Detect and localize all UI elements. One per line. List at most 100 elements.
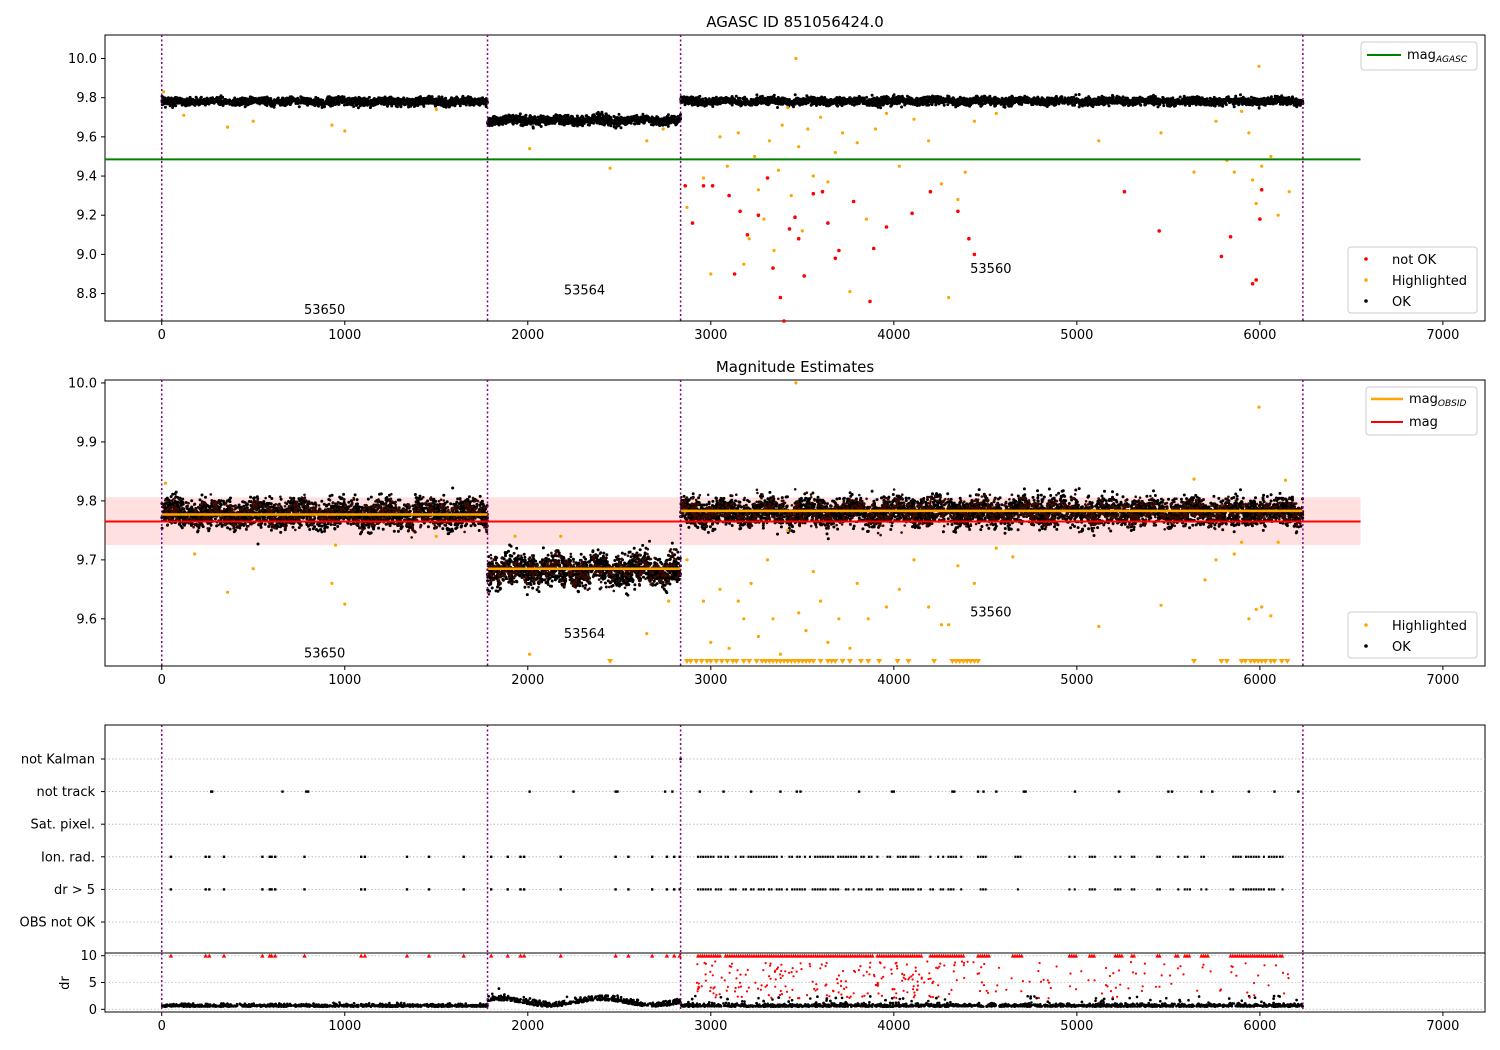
ok-point	[565, 114, 569, 118]
ok-point	[619, 126, 623, 130]
ok-point	[333, 101, 337, 105]
ok-point	[421, 97, 425, 100]
ok-point	[497, 116, 501, 120]
ok-point	[393, 97, 397, 101]
ok-point	[169, 102, 173, 106]
ok-point	[669, 118, 673, 122]
panel-background	[104, 34, 1486, 322]
ok-point	[563, 121, 567, 125]
ok-point	[520, 121, 524, 125]
ok-point	[177, 101, 180, 105]
ok-point	[261, 99, 265, 103]
ok-point	[538, 119, 542, 123]
ok-point	[461, 95, 465, 99]
ok-points	[160, 93, 1305, 130]
ok-point	[218, 103, 222, 106]
ok-point	[641, 112, 645, 116]
ok-point	[414, 96, 418, 100]
ok-point	[367, 95, 371, 99]
ok-point	[633, 122, 637, 126]
ok-point	[460, 100, 464, 104]
ok-point	[644, 118, 648, 122]
ok-point	[354, 97, 358, 100]
ok-point	[490, 124, 494, 127]
ok-point	[428, 98, 432, 102]
ok-point	[517, 117, 521, 121]
ok-point	[661, 121, 665, 124]
ok-point	[163, 99, 166, 102]
ok-point	[541, 116, 545, 120]
ok-point	[198, 101, 202, 105]
ok-point	[288, 102, 292, 106]
ok-point	[464, 101, 467, 105]
ok-point	[417, 102, 421, 106]
ok-point	[271, 101, 275, 105]
ok-point	[551, 121, 555, 125]
ok-point	[530, 118, 534, 122]
ok-point	[636, 115, 640, 119]
ok-point	[603, 117, 607, 121]
ok-point	[220, 99, 223, 103]
ok-point	[430, 101, 434, 105]
ok-point	[647, 118, 651, 122]
ok-point	[339, 98, 342, 102]
ok-point	[512, 114, 516, 118]
ok-point	[438, 97, 442, 101]
ok-point	[482, 98, 485, 102]
ok-point	[163, 105, 167, 109]
ok-point	[644, 114, 648, 118]
ok-point	[536, 115, 540, 119]
ok-point	[285, 96, 289, 100]
ok-point	[304, 98, 307, 102]
ok-point	[422, 104, 426, 108]
ok-point	[473, 102, 477, 105]
ok-point	[531, 121, 535, 125]
ok-point	[560, 120, 563, 124]
ok-point	[576, 119, 580, 122]
ok-point	[420, 99, 424, 103]
ok-point	[326, 102, 330, 106]
ok-point	[533, 115, 537, 119]
ok-point	[541, 120, 545, 124]
ok-point	[1074, 93, 1078, 97]
ok-point	[382, 99, 386, 103]
ok-point	[326, 95, 330, 99]
ok-point	[600, 113, 604, 117]
ok-point	[240, 96, 244, 100]
ok-point	[369, 104, 373, 108]
ok-point	[189, 100, 193, 104]
ok-point	[343, 103, 346, 107]
ok-point	[569, 117, 573, 121]
ok-point	[307, 102, 311, 106]
ok-point	[389, 95, 393, 99]
ok-point	[467, 98, 471, 102]
ok-point	[252, 99, 256, 103]
ok-point	[349, 103, 353, 107]
ok-point	[357, 95, 361, 99]
ok-point	[226, 100, 230, 103]
ok-point	[579, 116, 583, 120]
ok-point	[554, 116, 558, 120]
ok-point	[442, 102, 446, 106]
ok-point	[314, 95, 318, 99]
ok-point	[658, 118, 662, 122]
ok-point	[501, 118, 505, 122]
ok-point	[232, 102, 235, 106]
ok-point	[546, 122, 550, 126]
ok-point	[399, 105, 403, 108]
ok-point	[508, 114, 512, 118]
ok-point	[500, 122, 503, 126]
ok-point	[526, 121, 530, 124]
ok-point	[675, 117, 678, 121]
ok-point	[265, 102, 269, 106]
ok-point	[169, 96, 173, 100]
ok-point	[411, 101, 415, 105]
ok-point	[346, 97, 350, 101]
ok-point	[202, 98, 206, 102]
ok-point	[597, 114, 601, 118]
ok-point	[407, 103, 411, 107]
ok-point	[625, 120, 628, 124]
ok-point	[650, 115, 654, 119]
ok-point	[318, 99, 322, 103]
